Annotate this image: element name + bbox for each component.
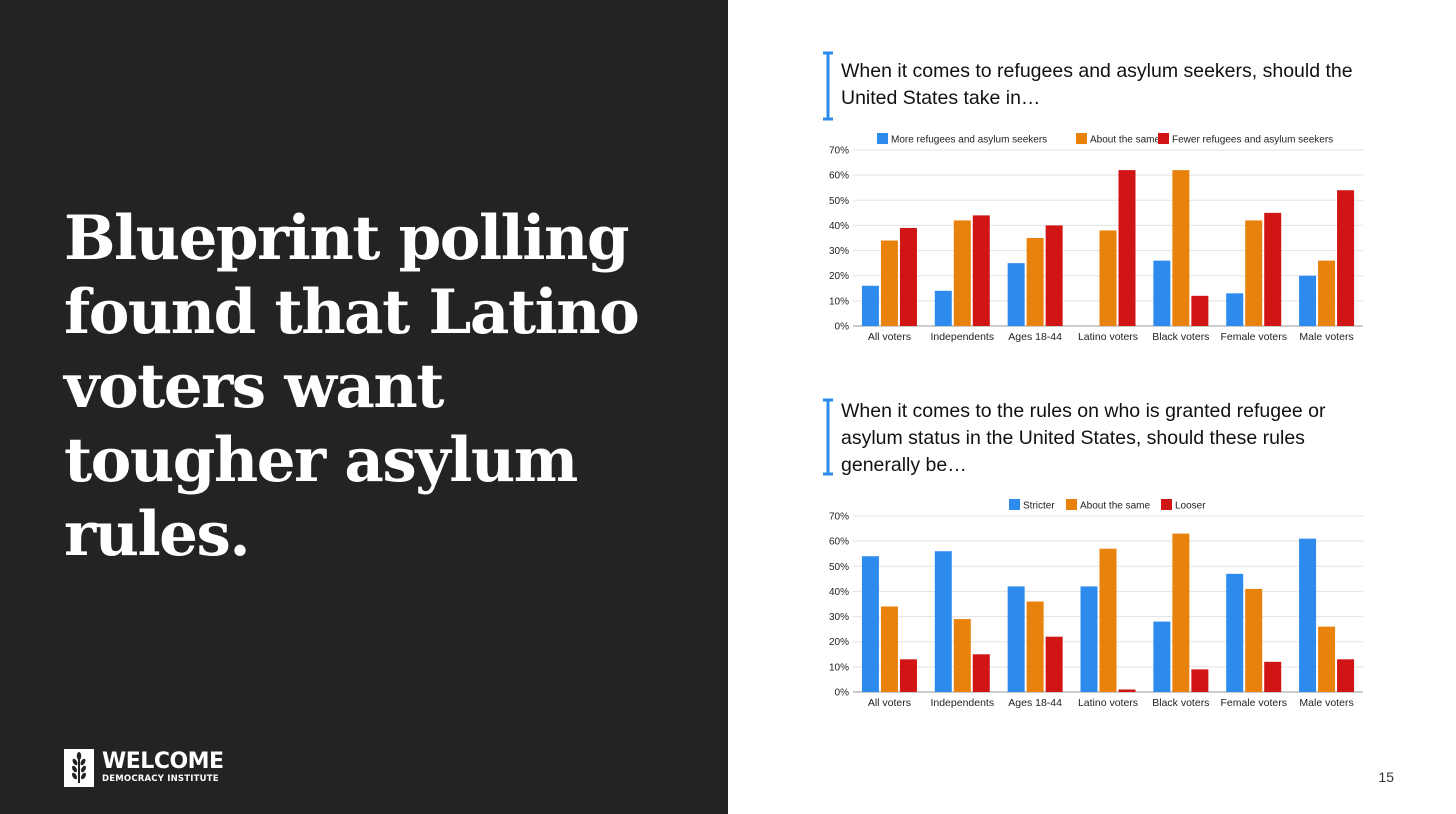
bar <box>1026 601 1044 692</box>
bar <box>1245 588 1263 692</box>
bar <box>1045 636 1063 692</box>
chart-1: 0% 10% 20% 30% 40% 50% 60% 70% All voters Indepen… <box>829 133 1363 343</box>
bar <box>1318 260 1336 326</box>
bar <box>1007 586 1025 692</box>
legend-swatch <box>1009 499 1020 510</box>
bar <box>953 220 971 326</box>
bar <box>880 606 898 692</box>
legend-swatch <box>1076 133 1087 144</box>
bar <box>1118 170 1136 326</box>
y-tick-label: 60% <box>829 171 849 182</box>
bar <box>1264 212 1282 326</box>
bar <box>1172 533 1190 692</box>
bar <box>899 659 917 692</box>
y-tick-label: 40% <box>829 221 849 232</box>
category-label: All voters <box>868 697 911 709</box>
wheat-icon <box>64 749 94 787</box>
category-label: Ages 18-44 <box>1008 331 1062 343</box>
question-1-bracket <box>823 51 833 121</box>
bar <box>1337 659 1355 692</box>
bar <box>934 290 952 326</box>
y-tick-label: 70% <box>829 512 849 523</box>
bar <box>1191 669 1209 692</box>
category-label: Independents <box>930 697 994 709</box>
bar <box>1299 275 1317 326</box>
y-tick-label: 40% <box>829 587 849 598</box>
bar <box>1172 170 1190 326</box>
category-label: Latino voters <box>1078 697 1138 709</box>
logo-subtitle: DEMOCRACY INSTITUTE <box>102 773 219 784</box>
y-tick-label: 0% <box>835 322 850 333</box>
bar <box>1118 689 1136 692</box>
bar <box>1153 621 1171 692</box>
bar <box>1299 538 1317 692</box>
legend-label: About the same <box>1080 501 1150 512</box>
y-tick-label: 0% <box>835 688 850 699</box>
category-label: Ages 18-44 <box>1008 697 1062 709</box>
category-label: Female voters <box>1220 697 1287 709</box>
bar <box>861 285 879 326</box>
bar <box>972 215 990 326</box>
bar <box>1264 661 1282 692</box>
bar <box>1080 586 1098 692</box>
bar <box>1226 573 1244 692</box>
bar <box>1026 238 1044 326</box>
legend-label: Fewer refugees and asylum seekers <box>1172 135 1333 146</box>
category-label: Male voters <box>1299 331 1353 343</box>
bar <box>934 551 952 692</box>
bar <box>1153 260 1171 326</box>
legend-swatch <box>1066 499 1077 510</box>
category-label: All voters <box>868 331 911 343</box>
category-label: Male voters <box>1299 697 1353 709</box>
legend-label: Stricter <box>1023 501 1055 512</box>
y-tick-label: 50% <box>829 562 849 573</box>
question-2-bracket <box>823 398 833 476</box>
category-label: Black voters <box>1152 331 1209 343</box>
logo-text: WELCOME DEMOCRACY INSTITUTE <box>102 748 224 786</box>
bar <box>1045 225 1063 326</box>
bar <box>1191 295 1209 326</box>
y-tick-label: 20% <box>829 637 849 648</box>
y-tick-label: 30% <box>829 246 849 257</box>
bar <box>1007 263 1025 326</box>
legend-swatch <box>877 133 888 144</box>
bar <box>899 227 917 326</box>
bar <box>1318 626 1336 692</box>
left-panel: Blueprint polling found that Latino vote… <box>0 0 728 814</box>
bar <box>1337 190 1355 326</box>
legend-label: Looser <box>1175 501 1206 512</box>
y-tick-label: 30% <box>829 612 849 623</box>
chart-2: 0% 10% 20% 30% 40% 50% 60% 70% All voters Indepen… <box>829 499 1363 709</box>
bar <box>880 240 898 326</box>
y-tick-label: 60% <box>829 537 849 548</box>
y-tick-label: 50% <box>829 196 849 207</box>
legend-label: More refugees and asylum seekers <box>891 135 1047 146</box>
y-tick-label: 10% <box>829 296 849 307</box>
bar <box>1226 293 1244 326</box>
legend-swatch <box>1158 133 1169 144</box>
bar <box>953 619 971 692</box>
category-label: Independents <box>930 331 994 343</box>
bar <box>1099 230 1117 326</box>
legend-swatch <box>1161 499 1172 510</box>
logo-name: WELCOME <box>102 748 224 774</box>
headline: Blueprint polling found that Latino vote… <box>64 203 640 570</box>
bar <box>1245 220 1263 326</box>
y-tick-label: 20% <box>829 271 849 282</box>
bar <box>861 556 879 692</box>
question-2: When it comes to the rules on who is gra… <box>841 400 1326 476</box>
page-number: 15 <box>1378 769 1394 785</box>
logo: WELCOME DEMOCRACY INSTITUTE <box>64 748 224 788</box>
bar <box>1099 548 1117 692</box>
legend-label: About the same <box>1090 135 1160 146</box>
category-label: Female voters <box>1220 331 1287 343</box>
y-tick-label: 70% <box>829 146 849 157</box>
bar <box>972 654 990 692</box>
question-1: When it comes to refugees and asylum see… <box>841 60 1353 109</box>
y-tick-label: 10% <box>829 662 849 673</box>
category-label: Latino voters <box>1078 331 1138 343</box>
category-label: Black voters <box>1152 697 1209 709</box>
